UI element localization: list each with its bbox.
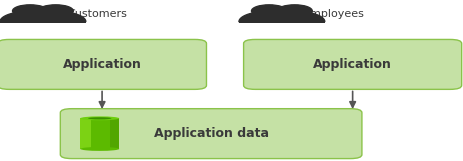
Ellipse shape — [88, 117, 111, 119]
Polygon shape — [0, 11, 60, 22]
Text: Application data: Application data — [153, 127, 268, 140]
Bar — [80, 118, 119, 149]
Circle shape — [251, 5, 286, 17]
FancyBboxPatch shape — [0, 39, 206, 89]
Bar — [80, 118, 91, 149]
Polygon shape — [238, 11, 299, 22]
FancyBboxPatch shape — [243, 39, 461, 89]
Text: Application: Application — [313, 58, 391, 71]
Polygon shape — [25, 11, 86, 22]
Polygon shape — [264, 11, 324, 22]
Circle shape — [38, 5, 73, 17]
Circle shape — [276, 5, 312, 17]
Text: Employees: Employees — [303, 9, 364, 19]
Ellipse shape — [80, 147, 119, 151]
Text: Application: Application — [63, 58, 141, 71]
Bar — [109, 118, 119, 149]
Circle shape — [13, 5, 48, 17]
FancyBboxPatch shape — [60, 109, 361, 159]
Ellipse shape — [80, 116, 119, 120]
Text: Customers: Customers — [67, 9, 127, 19]
